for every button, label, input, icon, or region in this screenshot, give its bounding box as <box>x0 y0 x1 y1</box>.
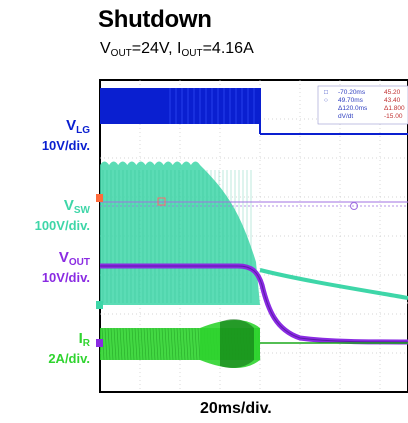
readout-extra: 45.20 <box>384 89 401 96</box>
trace-ir-ripple <box>161 327 165 361</box>
subtitle-iout-symbol: I <box>177 40 182 57</box>
trace-ir-ripple <box>167 327 171 361</box>
chart-subtitle: VOUT=24V, IOUT=4.16A <box>100 40 254 59</box>
ch-vout-sym: V <box>58 249 69 266</box>
trace-ir-ripple <box>197 327 201 361</box>
trace-ir-ripple <box>173 327 177 361</box>
trace-ir-burst-core <box>220 319 254 368</box>
trace-ir-ripple <box>164 327 168 361</box>
trace-ir-ripple <box>158 327 162 361</box>
channel-label-vlg: VLG 10V/div. <box>42 118 90 153</box>
trace-ir-ripple <box>188 327 192 361</box>
readout-symbol: ○ <box>324 97 328 104</box>
readout-symbol: □ <box>324 89 328 96</box>
trace-ir-ripple <box>116 327 120 361</box>
trace-ir-ripple <box>128 327 132 361</box>
subtitle-vout-sub: OUT <box>110 48 132 59</box>
trace-ir-ripple <box>191 327 195 361</box>
trace-ir-ripple <box>119 327 123 361</box>
x-axis-label: 20ms/div. <box>200 400 272 417</box>
trace-ir-ripple <box>170 327 174 361</box>
cursor-b-marker <box>350 202 358 210</box>
subtitle-vout-value: =24V, <box>131 40 178 57</box>
ch-vlg-scale: 10V/div. <box>41 138 90 153</box>
ch-vout-sub: OUT <box>68 257 90 268</box>
trace-ir-ripple <box>179 327 183 361</box>
trace-ir-ripple <box>146 327 150 361</box>
readout-extra: 43.40 <box>384 97 401 104</box>
marker-ir <box>96 339 103 347</box>
channel-label-vsw: VSW 100V/div. <box>35 198 90 233</box>
ch-vsw-scale: 100V/div. <box>34 218 90 233</box>
trace-ir-ripple <box>155 327 159 361</box>
readout-extra: Δ1.800 <box>384 105 405 112</box>
trace-ir-ripple <box>194 327 198 361</box>
marker-d <box>96 301 103 309</box>
trace-ir-ripple <box>104 327 108 361</box>
readout-value: 49.70ms <box>338 97 364 104</box>
channel-label-ir: IR 2A/div. <box>48 331 90 366</box>
readout-value: Δ120.0ms <box>338 105 368 112</box>
trace-ir-ripple <box>131 327 135 361</box>
trace-ir-ripple <box>176 327 180 361</box>
channel-label-vout: VOUT 10V/div. <box>42 250 90 285</box>
subtitle-vout-symbol: V <box>100 40 111 57</box>
readout-value: dV/dt <box>338 113 353 120</box>
trace-vsw-tail <box>259 268 408 300</box>
trace-ir-ripple <box>185 327 189 361</box>
ch-ir-sym: I <box>78 330 83 347</box>
ch-vlg-sub: LG <box>76 125 90 136</box>
readout-extra: -15.00 <box>384 113 403 120</box>
subtitle-iout-sub: OUT <box>181 48 203 59</box>
channel-markers <box>96 194 103 347</box>
ch-ir-sub: R <box>82 338 90 349</box>
cursor-a-marker <box>157 197 166 206</box>
trace-ir-ripple <box>149 327 153 361</box>
marker-vsw <box>96 194 103 202</box>
trace-vsw-tail-gap <box>259 274 408 304</box>
ch-ir-scale: 2A/div. <box>48 351 90 366</box>
plot-traces <box>100 88 408 368</box>
trace-ir-ripple <box>182 327 186 361</box>
trace-vlg-band <box>100 88 260 124</box>
trace-ir-ripple <box>152 327 156 361</box>
readout-value: -70.20ms <box>338 89 366 96</box>
trace-vout-center <box>100 265 408 343</box>
trace-ir-ripple <box>143 327 147 361</box>
ch-vsw-sym: V <box>63 197 74 214</box>
trace-ir-ripple <box>140 327 144 361</box>
trace-ir-ripple <box>107 327 111 361</box>
trace-ir-ripple <box>122 327 126 361</box>
trace-vsw-envelope <box>100 161 260 305</box>
ch-vout-scale: 10V/div. <box>41 270 90 285</box>
trace-ir-ripple <box>110 327 114 361</box>
cursor-readout: □ -70.20ms 45.20 ○ 49.70ms 43.40 Δ120.0ms Δ1.80… <box>317 85 408 125</box>
chart-title: Shutdown <box>98 6 212 33</box>
subtitle-iout-value: =4.16A <box>202 40 254 57</box>
ch-vsw-sub: SW <box>73 205 90 216</box>
trace-ir-ripple <box>125 327 129 361</box>
trace-ir-ripple <box>134 327 138 361</box>
trace-ir-ripple <box>113 327 117 361</box>
ch-vlg-sym: V <box>66 117 77 134</box>
trace-ir-ripple <box>137 327 141 361</box>
